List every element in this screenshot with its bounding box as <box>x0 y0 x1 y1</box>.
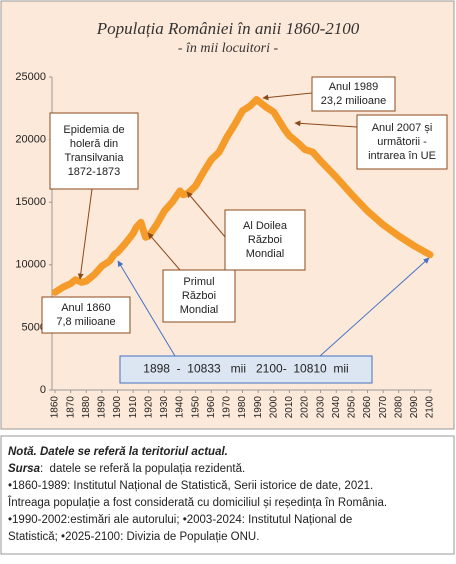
x-tick-label: 1980 <box>237 396 248 419</box>
note-line: •1990-2002:estimări ale autorului; •2003… <box>8 514 352 526</box>
x-tick-label: 1970 <box>222 396 233 419</box>
source-text: : datele se referă la populația rezident… <box>40 463 245 475</box>
chart-subtitle: - în mii locuitori - <box>178 41 279 56</box>
x-tick-label: 1940 <box>175 396 186 419</box>
annotation-arrow <box>262 92 313 101</box>
annotation-arrow <box>147 232 181 271</box>
x-tick-label: 2080 <box>393 396 404 419</box>
annotation-text: 23,2 milioane <box>321 95 386 107</box>
x-tick-label: 2060 <box>362 396 373 419</box>
annotation-arrow <box>294 120 358 128</box>
annotation-arrow <box>77 188 93 280</box>
x-tick-label: 1870 <box>65 396 76 419</box>
x-tick-label: 2100 <box>425 396 436 419</box>
annotation-text: 1872-1873 <box>68 166 121 178</box>
x-tick-label: 2050 <box>347 396 358 419</box>
x-tick-label: 1910 <box>128 396 139 419</box>
data-line <box>51 96 434 296</box>
x-tick-label: 1900 <box>112 396 123 419</box>
annotation-text: Anul 2007 și <box>372 122 433 134</box>
y-tick-label: 15000 <box>15 196 46 208</box>
x-tick-label: 2090 <box>409 396 420 419</box>
annotation-box <box>311 76 396 112</box>
annotation-text: Mondial <box>180 304 219 316</box>
annotation-arrow <box>319 257 430 357</box>
note-line: Statistică; •2025-2100: Divizia de Popul… <box>8 531 259 543</box>
annotation-text: holeră din <box>70 138 118 150</box>
note-lines: •1860-1989: Institutul Național de Stati… <box>7 480 387 543</box>
annotation-text: Război <box>248 234 282 246</box>
y-tick-label: 25000 <box>15 71 46 83</box>
annotation-text: intrarea în UE <box>368 150 436 162</box>
note-title: Notă. Datele se referă la teritoriul act… <box>8 446 228 458</box>
annotation-text: următorii - <box>377 136 427 148</box>
note-line: Întreaga populație a fost considerată cu… <box>7 496 387 509</box>
annotation-box <box>49 112 139 190</box>
annotation-box <box>356 114 448 170</box>
annotation-text: Al Doilea <box>243 220 288 232</box>
annotation-text: Anul 1860 <box>61 302 111 314</box>
x-tick-label: 2040 <box>331 396 342 419</box>
annotation-text: Primul <box>183 276 214 288</box>
annotation-text: 7,8 milioane <box>56 316 115 328</box>
annotation-box <box>41 296 131 334</box>
x-tick-label: 2030 <box>315 396 326 419</box>
y-tick-label: 20000 <box>15 134 46 146</box>
x-tick-label: 1950 <box>190 396 201 419</box>
x-tick-label: 2020 <box>300 396 311 419</box>
x-tick-label: 2000 <box>268 396 279 419</box>
source: Sursa: datele se referă la populația rez… <box>8 463 245 475</box>
x-tick-label: 2010 <box>284 396 295 419</box>
annotation-arrow <box>117 260 176 357</box>
x-tick-label: 1890 <box>97 396 108 419</box>
x-tick-label: 1990 <box>253 396 264 419</box>
annotation-text: Mondial <box>246 248 285 260</box>
annotation-text: Război <box>182 290 216 302</box>
annotation-box <box>162 269 236 323</box>
x-tick-label: 2070 <box>378 396 389 419</box>
note-line: •1860-1989: Institutul Național de Stati… <box>8 480 373 492</box>
notes-box <box>0 435 455 555</box>
x-tick-label: 1920 <box>143 396 154 419</box>
chart-title: Populația României în anii 1860-2100 <box>96 19 360 38</box>
annotation-arrow <box>186 191 227 239</box>
y-tick-label: 0 <box>40 384 46 396</box>
annotation-text: Transilvania <box>65 152 125 164</box>
annotation-box <box>119 355 373 384</box>
annotation-box <box>224 209 306 271</box>
y-tick-label: 10000 <box>15 259 46 271</box>
x-tick-label: 1930 <box>159 396 170 419</box>
source-label: Sursa <box>8 463 41 475</box>
annotation-text: Anul 1989 <box>329 81 379 93</box>
y-tick-label: 5000 <box>22 321 46 333</box>
x-tick-label: 1880 <box>81 396 92 419</box>
x-tick-label: 1960 <box>206 396 217 419</box>
annotation-text: 1898 - 10833 mii 2100- 10810 mii <box>143 362 348 376</box>
annotation-text: Epidemia de <box>63 124 124 136</box>
x-tick-label: 1860 <box>50 396 61 419</box>
